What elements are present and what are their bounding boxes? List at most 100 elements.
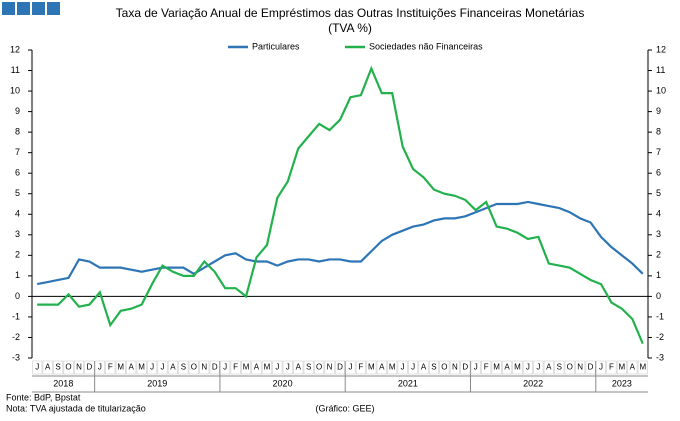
x-tick-label: J	[401, 363, 405, 372]
y-tick-label: 3	[15, 229, 20, 239]
month-box	[595, 360, 607, 375]
x-tick-label: J	[286, 363, 290, 372]
x-tick-label: F	[358, 363, 363, 372]
x-tick-label: D	[588, 363, 594, 372]
month-box	[345, 360, 356, 375]
month-box	[241, 360, 252, 375]
month-box	[470, 360, 481, 375]
x-tick-label: A	[630, 363, 636, 372]
month-box	[147, 360, 158, 375]
x-tick-label: M	[619, 363, 626, 372]
x-tick-label: N	[76, 363, 82, 372]
y2-tick-label: 10	[656, 85, 666, 95]
y2-tick-label: -2	[656, 332, 664, 342]
x-tick-label: F	[108, 363, 113, 372]
legend-label: Particulares	[252, 41, 300, 51]
month-box	[502, 360, 513, 375]
x-tick-label: S	[181, 363, 186, 372]
y2-tick-label: 7	[656, 147, 661, 157]
y-tick-label: 2	[15, 250, 20, 260]
month-box	[439, 360, 450, 375]
x-tick-label: M	[389, 363, 396, 372]
month-box	[73, 360, 85, 375]
y2-tick-label: 4	[656, 209, 661, 219]
y-tick-label: -1	[12, 311, 20, 321]
series-line	[37, 200, 644, 286]
x-tick-label: J	[275, 363, 279, 372]
month-box	[376, 360, 387, 375]
x-tick-label: A	[129, 363, 135, 372]
footer-credit: (Gráfico: GEE)	[315, 403, 374, 413]
y-tick-label: 7	[15, 147, 20, 157]
month-box	[522, 360, 533, 375]
month-box	[126, 360, 137, 375]
month-box	[53, 360, 64, 375]
month-box	[491, 360, 502, 375]
logo-square	[2, 2, 15, 15]
x-tick-label: M	[639, 363, 646, 372]
y-tick-label: 4	[15, 209, 20, 219]
footer-source: Fonte: BdP, Bpstat	[6, 392, 81, 402]
x-tick-label: O	[316, 363, 322, 372]
x-tick-label: M	[264, 363, 271, 372]
y2-tick-label: 5	[656, 188, 661, 198]
month-box	[355, 360, 366, 375]
month-box	[293, 360, 304, 375]
x-tick-label: S	[306, 363, 311, 372]
x-tick-label: J	[526, 363, 530, 372]
month-box	[105, 360, 116, 375]
legend-label: Sociedades não Financeiras	[369, 41, 483, 51]
month-box	[366, 360, 377, 375]
logo-square	[17, 2, 30, 15]
x-tick-label: D	[337, 363, 343, 372]
month-box	[637, 360, 648, 375]
x-tick-label: D	[212, 363, 218, 372]
x-tick-label: F	[233, 363, 238, 372]
y2-tick-label: 2	[656, 250, 661, 260]
x-tick-label: J	[599, 363, 603, 372]
footer-note: Nota: TVA ajustada de titularização	[6, 403, 146, 413]
month-box	[314, 360, 325, 375]
y-tick-label: 9	[15, 106, 20, 116]
chart-title: Taxa de Variação Anual de Empréstimos da…	[116, 6, 585, 20]
y2-tick-label: 8	[656, 127, 661, 137]
year-label: 2018	[53, 378, 73, 388]
series-line	[37, 65, 644, 345]
x-tick-label: A	[254, 363, 260, 372]
month-box	[94, 360, 105, 375]
month-box	[199, 360, 210, 375]
month-box	[42, 360, 53, 375]
x-tick-label: J	[411, 363, 415, 372]
x-tick-label: J	[161, 363, 165, 372]
month-box	[251, 360, 262, 375]
month-box	[408, 360, 419, 375]
x-tick-label: O	[441, 363, 447, 372]
x-tick-label: D	[87, 363, 93, 372]
y-tick-label: 1	[15, 270, 20, 280]
year-label: 2022	[523, 378, 543, 388]
y2-tick-label: -1	[656, 311, 664, 321]
x-tick-label: M	[514, 363, 521, 372]
month-box	[564, 360, 575, 375]
x-tick-label: A	[546, 363, 552, 372]
x-tick-label: J	[536, 363, 540, 372]
y2-tick-label: 6	[656, 168, 661, 178]
y-tick-label: -3	[12, 352, 20, 362]
month-box	[188, 360, 199, 375]
y2-tick-label: 9	[656, 106, 661, 116]
x-tick-label: F	[484, 363, 489, 372]
x-tick-label: J	[35, 363, 39, 372]
x-tick-label: M	[138, 363, 145, 372]
x-tick-label: J	[223, 363, 227, 372]
x-tick-label: A	[421, 363, 427, 372]
month-box	[261, 360, 272, 375]
month-box	[272, 360, 283, 375]
x-tick-label: M	[493, 363, 500, 372]
month-box	[575, 360, 586, 375]
logo-square	[32, 2, 45, 15]
month-box	[428, 360, 439, 375]
x-tick-label: M	[243, 363, 250, 372]
x-tick-label: N	[327, 363, 333, 372]
month-box	[449, 360, 460, 375]
x-tick-label: M	[368, 363, 375, 372]
